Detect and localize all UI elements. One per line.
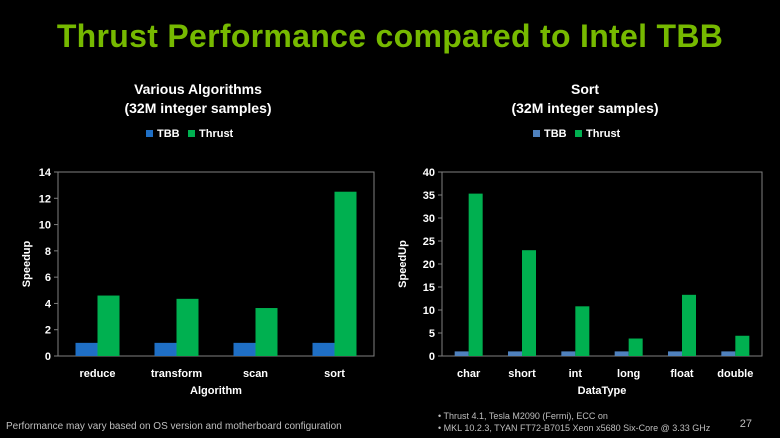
- plot-area: [57, 171, 375, 357]
- bar-thrust: [468, 193, 483, 356]
- y-tick-label: 25: [423, 236, 435, 248]
- y-tick-label: 5: [429, 328, 435, 340]
- y-tick-label: 15: [423, 282, 435, 294]
- x-tick-label: int: [569, 368, 583, 380]
- x-tick-label: reduce: [79, 368, 115, 380]
- legend-label-thrust: Thrust: [199, 128, 234, 140]
- x-axis-label: Algorithm: [190, 385, 242, 397]
- y-tick-label: 12: [39, 193, 51, 205]
- bar-tbb: [75, 342, 98, 356]
- legend-label-tbb: TBB: [157, 128, 180, 140]
- bar-thrust: [575, 306, 590, 356]
- y-tick-label: 4: [45, 298, 52, 310]
- bar-tbb: [668, 351, 682, 356]
- legend-label-thrust: Thrust: [586, 128, 621, 140]
- y-tick-label: 8: [45, 246, 51, 258]
- bar-tbb: [454, 351, 469, 356]
- plot-area: [441, 171, 763, 357]
- y-axis-label: SpeedUp: [397, 240, 409, 288]
- bar-thrust: [255, 308, 278, 356]
- y-tick-label: 35: [423, 190, 435, 202]
- bar-thrust: [176, 298, 199, 356]
- y-axis-label: Speedup: [21, 240, 33, 287]
- bar-thrust: [735, 335, 750, 356]
- page-number: 27: [739, 418, 752, 430]
- bar-tbb: [561, 351, 576, 356]
- legend-swatch-tbb: [533, 130, 540, 137]
- bar-tbb: [154, 342, 177, 356]
- y-tick-label: 2: [45, 325, 51, 337]
- x-tick-label: sort: [324, 368, 345, 380]
- footnote-mkl: • MKL 10.2.3, TYAN FT72-B7015 Xeon x5680…: [438, 423, 711, 433]
- y-tick-label: 10: [39, 220, 51, 232]
- y-tick-label: 6: [45, 272, 51, 284]
- chart-title-line: (32M integer samples): [124, 100, 271, 116]
- x-tick-label: long: [617, 368, 640, 380]
- bar-thrust: [522, 250, 536, 356]
- chart-title-line: (32M integer samples): [511, 100, 658, 116]
- x-tick-label: transform: [151, 368, 203, 380]
- legend-swatch-tbb: [146, 130, 153, 137]
- sort-speedup-chart: Sort (32M integer samples) TBB Thrust 0 5 10 15…: [397, 81, 763, 397]
- legend-label-tbb: TBB: [544, 128, 567, 140]
- bar-tbb: [508, 351, 522, 356]
- x-tick-label: short: [508, 368, 536, 380]
- legend-swatch-thrust: [575, 130, 582, 137]
- x-tick-label: double: [717, 368, 753, 380]
- x-tick-label: float: [670, 368, 694, 380]
- y-tick-label: 14: [39, 167, 52, 179]
- bar-thrust: [334, 191, 357, 356]
- chart-title-line: Various Algorithms: [134, 81, 262, 97]
- x-tick-label: scan: [243, 368, 268, 380]
- bar-tbb: [721, 351, 736, 356]
- footnote-thrust: • Thrust 4.1, Tesla M2090 (Fermi), ECC o…: [438, 411, 608, 421]
- bar-thrust: [682, 294, 696, 356]
- y-tick-label: 30: [423, 213, 435, 225]
- footnotes: • Thrust 4.1, Tesla M2090 (Fermi), ECC o…: [438, 410, 710, 434]
- y-tick-label: 20: [423, 259, 435, 271]
- y-tick-label: 0: [429, 351, 435, 363]
- bar-thrust: [628, 338, 643, 356]
- bar-thrust: [97, 295, 120, 356]
- legend-swatch-thrust: [188, 130, 195, 137]
- x-tick-label: char: [457, 368, 481, 380]
- slide-title: Thrust Performance compared to Intel TBB: [56, 18, 724, 54]
- chart-title-line: Sort: [571, 81, 599, 97]
- y-tick-label: 40: [423, 167, 435, 179]
- performance-disclaimer: Performance may vary based on OS version…: [6, 421, 342, 432]
- algorithms-speedup-chart: Various Algorithms (32M integer samples) T…: [21, 81, 375, 397]
- bar-tbb: [312, 342, 335, 356]
- y-tick-label: 0: [45, 351, 51, 363]
- x-axis-label: DataType: [578, 385, 627, 397]
- y-tick-label: 10: [423, 305, 435, 317]
- bar-tbb: [233, 342, 256, 356]
- bar-tbb: [614, 351, 629, 356]
